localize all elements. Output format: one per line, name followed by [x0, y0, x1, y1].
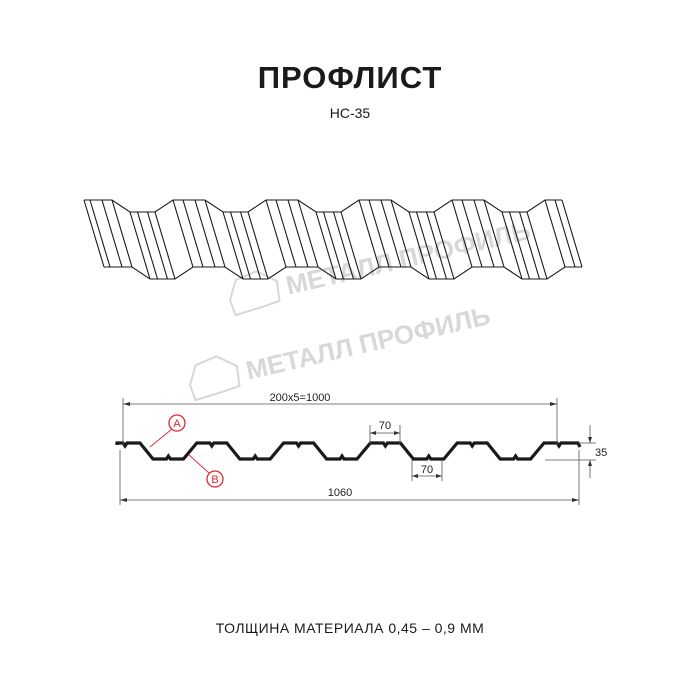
sheet-rib-line [239, 211, 262, 280]
sheet-fold-line [390, 199, 412, 268]
sheet-rib-line [415, 211, 438, 280]
bottom-flat-dimension-label: 70 [421, 464, 433, 476]
sheet-fold-line [154, 211, 176, 280]
watermark-logo-1: МЕТАЛЛ ПРОФИЛЬ [228, 215, 533, 317]
height-dimension-label: 35 [595, 447, 607, 459]
sheet-fold-line [265, 199, 287, 268]
sheet-fold-line [501, 211, 523, 280]
marker-b: B [188, 454, 224, 488]
watermark-logo-2: МЕТАЛЛ ПРОФИЛЬ [188, 300, 493, 402]
sheet-rib-line [473, 199, 495, 268]
sheet-fold-line [172, 199, 194, 268]
sheet-front-edge [104, 266, 582, 280]
sheet-rib-line [461, 199, 483, 268]
sheet-rib-line [146, 211, 169, 280]
pitch-dimension-label: 200x5=1000 [270, 392, 331, 404]
sheet-rib-line [194, 199, 216, 268]
sheet-rib-line [287, 199, 309, 268]
sheet-rib-line [425, 211, 448, 280]
sheet-rib-line [368, 199, 390, 268]
page-title: ПРОФЛИСТ [257, 60, 443, 95]
marker-a-label: A [173, 418, 181, 430]
sheet-fold-line [561, 199, 583, 268]
sheet-rib-line [322, 211, 345, 280]
sheet-rib-line [89, 199, 111, 268]
sheet-rib-line [332, 211, 355, 280]
sheet-rib-line [275, 199, 297, 268]
sheet-fold-line [358, 199, 380, 268]
sheet-rib-line [518, 211, 541, 280]
top-flat-dimension-label: 70 [379, 420, 391, 432]
sheet-rib-line [101, 199, 123, 268]
sheet-rib-line [380, 199, 402, 268]
sheet-fold-line [483, 199, 505, 268]
sheet-fold-line [222, 211, 244, 280]
total-width-dimension-label: 1060 [328, 487, 352, 499]
sheet-rib-line [554, 199, 576, 268]
profile-section-line [115, 441, 582, 461]
sheet-fold-line [526, 211, 548, 280]
sheet-rib-line [136, 211, 159, 280]
sheet-fold-line [544, 199, 566, 268]
sheet-back-edge [84, 199, 562, 213]
sheet-fold-line [451, 199, 473, 268]
dimension-lines [119, 398, 596, 505]
sheet-fold-line [408, 211, 430, 280]
sheet-fold-line [315, 211, 337, 280]
sheet-rib-line [508, 211, 531, 280]
sheet-fold-line [83, 199, 105, 268]
sheet-fold-line [297, 199, 319, 268]
sheet-fold-line [247, 211, 269, 280]
profile-model: НС-35 [329, 105, 371, 121]
material-thickness: ТОЛЩИНА МАТЕРИАЛА 0,45 – 0,9 ММ [215, 620, 485, 636]
sheet-fold-line [129, 211, 151, 280]
profile-3d-view [83, 199, 583, 280]
marker-b-label: B [211, 474, 218, 486]
marker-a: A [149, 414, 186, 448]
sheet-fold-line [433, 211, 455, 280]
watermark-text-2: МЕТАЛЛ ПРОФИЛЬ [243, 300, 493, 385]
sheet-rib-line [182, 199, 204, 268]
sheet-rib-line [229, 211, 252, 280]
cross-section [115, 441, 582, 461]
dimension-arrows [120, 402, 592, 502]
sheet-fold-line [340, 211, 362, 280]
sheet-fold-line [111, 199, 133, 268]
sheet-fold-line [204, 199, 226, 268]
